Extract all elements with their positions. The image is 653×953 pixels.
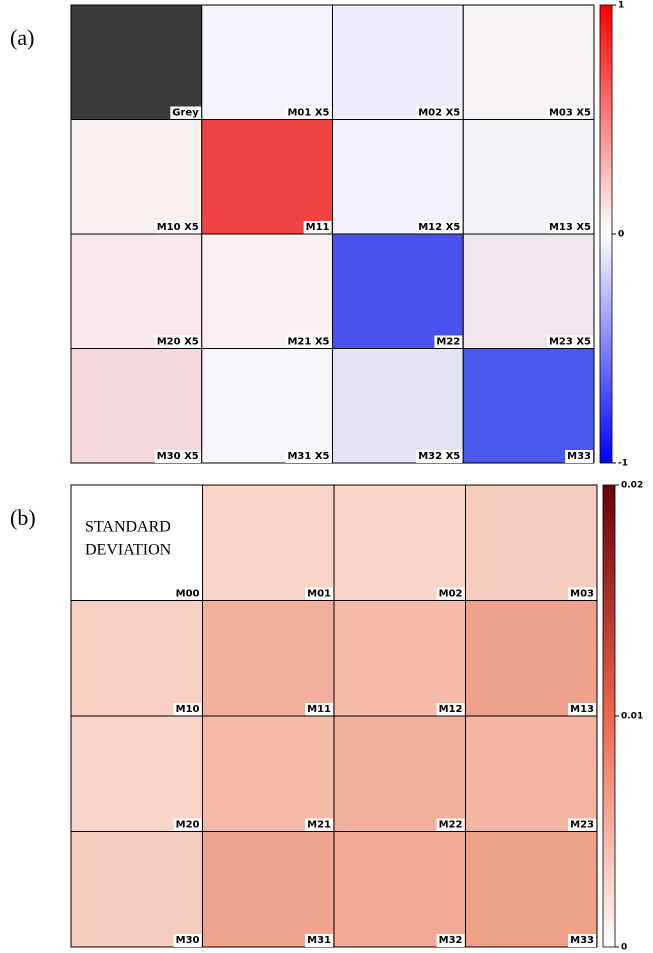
tile xyxy=(334,716,466,832)
colorbar-tick-label: 0 xyxy=(621,943,627,953)
tile xyxy=(334,601,466,717)
tile xyxy=(203,832,335,948)
tile-label: M13 X5 xyxy=(549,222,591,233)
tile xyxy=(203,716,335,832)
tile-label: M13 xyxy=(570,704,594,715)
tile xyxy=(71,5,202,120)
panel-tag: (a) xyxy=(10,25,34,50)
tile xyxy=(71,832,203,948)
tile-label: M02 xyxy=(439,589,463,600)
tile xyxy=(71,716,203,832)
tile-label: M21 xyxy=(307,820,331,831)
tile xyxy=(202,234,333,349)
tile xyxy=(463,349,594,464)
tile-label: M22 xyxy=(439,820,463,831)
tile xyxy=(463,234,594,349)
tile xyxy=(71,349,202,464)
colorbar xyxy=(600,5,612,463)
tile xyxy=(466,832,598,948)
tile xyxy=(71,601,203,717)
tile-label: M31 xyxy=(307,935,331,946)
tile xyxy=(71,120,202,235)
tile-label: M01 xyxy=(307,589,331,600)
tile xyxy=(333,5,464,120)
tile-label: M32 xyxy=(439,935,463,946)
tile xyxy=(463,120,594,235)
tile-label: M10 X5 xyxy=(157,222,199,233)
tile-label: M32 X5 xyxy=(418,451,460,462)
tile xyxy=(202,120,333,235)
tile-label: M20 xyxy=(176,820,200,831)
tile-label: M23 xyxy=(570,820,594,831)
tile-label: M21 X5 xyxy=(287,337,329,348)
tile-label: M10 xyxy=(176,704,200,715)
tile-label: M20 X5 xyxy=(157,337,199,348)
colorbar-tick-label: 1 xyxy=(618,1,624,11)
colorbar xyxy=(603,485,615,947)
tile-label: M31 X5 xyxy=(287,451,329,462)
tile-label: M30 xyxy=(176,935,200,946)
tile xyxy=(333,120,464,235)
note-text: STANDARD xyxy=(85,519,171,536)
panel-tag: (b) xyxy=(10,505,36,530)
tile-label: Grey xyxy=(172,108,199,119)
tile-label: M11 xyxy=(306,222,330,233)
figure: (a) Grey M01 X5 M02 X5 M03 X5 M10 X5 M11 M12 X5… xyxy=(0,0,653,953)
colorbar-tick-label: -1 xyxy=(618,459,628,469)
note-text: DEVIATION xyxy=(85,542,172,559)
tile xyxy=(466,716,598,832)
tile-label: M12 xyxy=(439,704,463,715)
tile-label: M03 xyxy=(570,589,594,600)
colorbar-tick-label: 0.02 xyxy=(621,481,643,491)
tile xyxy=(333,234,464,349)
tile-label: M30 X5 xyxy=(157,451,199,462)
tile-label: M23 X5 xyxy=(549,337,591,348)
tile xyxy=(466,601,598,717)
colorbar-tick-label: 0.01 xyxy=(621,712,643,722)
colorbar-tick-label: 0 xyxy=(618,230,624,240)
tile xyxy=(466,485,598,601)
tile-label: M22 xyxy=(436,337,460,348)
tile-label: M01 X5 xyxy=(287,108,329,119)
tile-label: M11 xyxy=(307,704,331,715)
tile xyxy=(203,601,335,717)
tile-label: M00 xyxy=(176,589,200,600)
tile xyxy=(71,234,202,349)
tile-label: M02 X5 xyxy=(418,108,460,119)
tile-label: M03 X5 xyxy=(549,108,591,119)
tile-label: M33 xyxy=(570,935,594,946)
tile xyxy=(203,485,335,601)
tile xyxy=(202,349,333,464)
tile-label: M12 X5 xyxy=(418,222,460,233)
tile xyxy=(202,5,333,120)
tile xyxy=(463,5,594,120)
tile xyxy=(334,485,466,601)
tile-label: M33 xyxy=(567,451,591,462)
tile xyxy=(334,832,466,948)
tile xyxy=(333,349,464,464)
